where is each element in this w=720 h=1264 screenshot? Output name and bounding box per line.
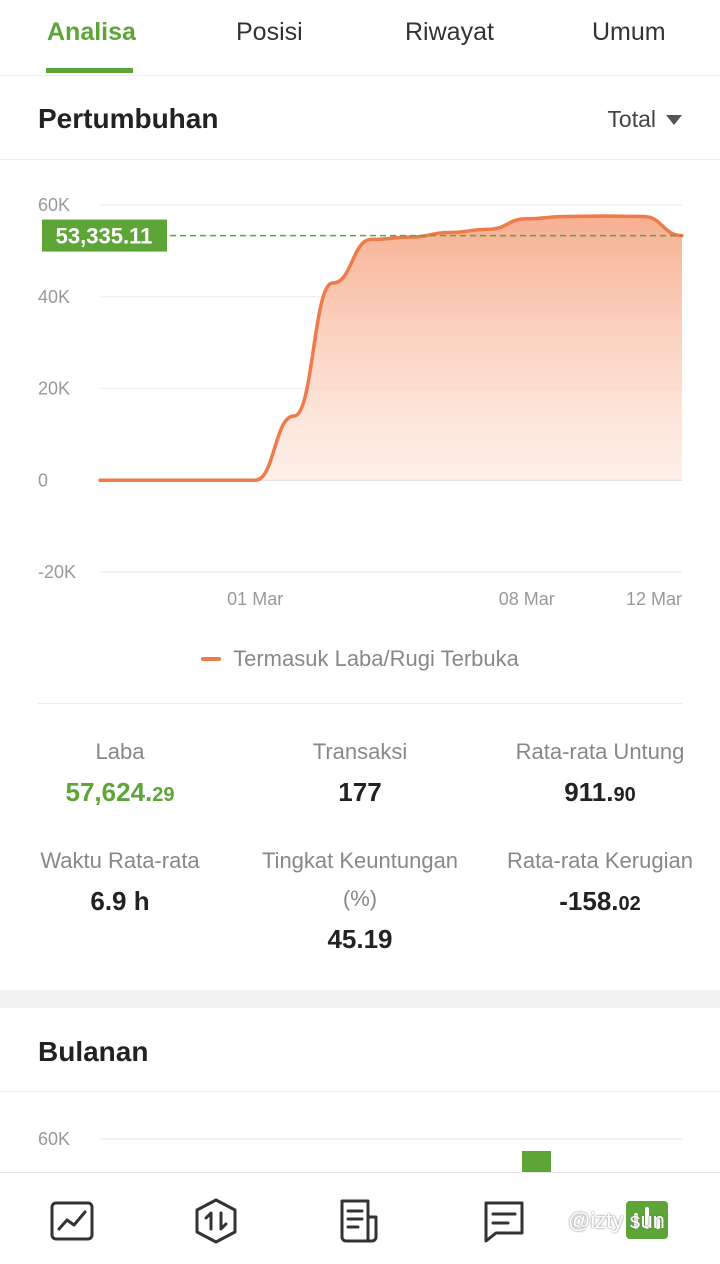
series-line <box>98 214 684 483</box>
current-value-label: 53,335.11 <box>56 224 153 249</box>
active-tab-indicator <box>46 68 133 73</box>
monthly-chart: 60K <box>38 1129 682 1173</box>
stat-rata-rugi-int: -158. <box>559 886 619 916</box>
tab-analisa[interactable]: Analisa <box>47 18 136 46</box>
monthly-title: Bulanan <box>38 1036 149 1067</box>
x-tick-label: 08 Mar <box>499 589 555 609</box>
growth-header: Pertumbuhan Total <box>0 76 720 160</box>
stat-rata-untung-value: 911.90 <box>480 777 720 808</box>
stat-laba-int: 57,624. <box>65 777 153 807</box>
tab-umum[interactable]: Umum <box>592 18 666 46</box>
monthly-header: Bulanan <box>0 1008 720 1092</box>
bottom-navigation <box>0 1172 720 1264</box>
message-icon[interactable] <box>480 1197 528 1245</box>
analysis-active-icon[interactable] <box>624 1197 672 1245</box>
chart-legend: Termasuk Laba/Rugi Terbuka <box>0 646 720 672</box>
stat-laba-label: Laba <box>95 739 145 764</box>
tab-riwayat[interactable]: Riwayat <box>405 18 494 46</box>
x-tick-label: 12 Mar <box>626 589 682 609</box>
stats-divider <box>38 703 682 704</box>
watermark: @izty sun <box>568 1208 665 1233</box>
section-gap <box>0 990 720 1008</box>
total-dropdown-value: Total <box>607 106 656 132</box>
stat-tingkat-unit: (%) <box>342 886 378 911</box>
x-tick-label: 01 Mar <box>227 589 283 609</box>
total-dropdown[interactable]: Total <box>607 106 682 133</box>
stat-waktu-value: 6.9 h <box>90 886 150 916</box>
stat-rata-rugi: Rata-rata Kerugian -158.02 <box>480 842 720 917</box>
stat-tingkat-label: Tingkat Keuntungan <box>261 848 459 873</box>
stat-transaksi: Transaksi 177 <box>240 733 480 808</box>
stat-rata-rugi-dec: 02 <box>618 893 641 915</box>
monthly-bar[interactable] <box>522 1151 551 1173</box>
document-icon[interactable] <box>336 1197 384 1245</box>
caret-down-icon <box>666 114 682 125</box>
stat-rata-untung-label: Rata-rata Untung <box>515 739 685 764</box>
growth-title: Pertumbuhan <box>38 103 219 134</box>
stat-laba-dec: 29 <box>152 784 175 806</box>
stat-rata-rugi-label: Rata-rata Kerugian <box>507 848 693 873</box>
legend-swatch <box>201 657 222 661</box>
growth-chart: 60K 40K 20K 0 -20K 01 Mar 08 Mar 12 Mar 53,335… <box>38 195 684 609</box>
stat-tingkat: Tingkat Keuntungan (%) 45.19 <box>240 842 480 955</box>
stat-tingkat-value: 45.19 <box>327 924 393 954</box>
stat-rata-untung-int: 911. <box>564 777 614 807</box>
top-tab-bar: Analisa Posisi Riwayat Umum <box>0 0 720 76</box>
stat-waktu-label: Waktu Rata-rata <box>40 848 200 873</box>
stat-transaksi-value: 177 <box>338 777 382 807</box>
monthly-y-tick-label: 60K <box>38 1129 70 1149</box>
series-area-fill <box>100 216 682 481</box>
y-tick-label: 20K <box>38 379 70 399</box>
tab-posisi[interactable]: Posisi <box>236 18 303 46</box>
current-value-badge: 53,335.11 <box>42 219 167 252</box>
stat-transaksi-label: Transaksi <box>312 739 408 764</box>
stat-rata-rugi-value: -158.02 <box>480 886 720 917</box>
stat-laba: Laba 57,624.29 <box>0 733 240 808</box>
trade-arrows-icon[interactable] <box>192 1197 240 1245</box>
stat-rata-untung-dec: 90 <box>613 784 636 806</box>
stat-rata-untung: Rata-rata Untung 911.90 <box>480 733 720 808</box>
y-tick-label: 60K <box>38 195 70 215</box>
y-tick-label: 40K <box>38 287 70 307</box>
stat-laba-value: 57,624.29 <box>0 777 240 808</box>
chart-line-icon[interactable] <box>48 1197 96 1245</box>
stat-waktu: Waktu Rata-rata 6.9 h <box>0 842 240 917</box>
y-tick-label: -20K <box>38 562 76 582</box>
legend-label: Termasuk Laba/Rugi Terbuka <box>233 646 519 671</box>
y-tick-label: 0 <box>38 470 48 490</box>
